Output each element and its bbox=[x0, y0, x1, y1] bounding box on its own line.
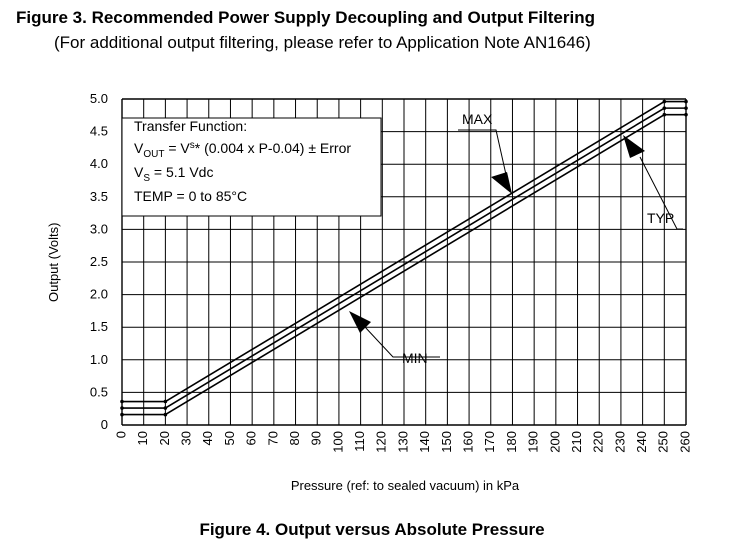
y-axis-label: Output (Volts) bbox=[46, 223, 61, 302]
supply-voltage-text: VS = 5.1 Vdc bbox=[134, 164, 213, 184]
series-point-typ bbox=[163, 406, 168, 410]
y-tick-label: 0 bbox=[101, 417, 108, 432]
y-tick-label: 4.0 bbox=[90, 156, 108, 171]
series-point-max bbox=[163, 399, 168, 404]
x-tick-label: 90 bbox=[309, 431, 324, 445]
y-tick-label: 2.0 bbox=[90, 287, 108, 302]
x-tick-label: 170 bbox=[482, 431, 497, 453]
x-axis-label: Pressure (ref: to sealed vacuum) in kPa bbox=[291, 478, 520, 493]
x-tick-label: 150 bbox=[439, 431, 454, 453]
transfer-function-heading: Transfer Function: bbox=[134, 118, 247, 134]
min-leader-line bbox=[364, 326, 440, 358]
typ-annotation-label: TYP bbox=[647, 210, 674, 226]
series-point-min bbox=[662, 112, 667, 117]
series-point-typ bbox=[662, 106, 667, 110]
figure-4-caption: Figure 4. Output versus Absolute Pressur… bbox=[199, 520, 545, 539]
figure-3-subtitle: (For additional output filtering, please… bbox=[54, 33, 591, 52]
x-tick-label: 240 bbox=[634, 431, 649, 453]
series-point-min bbox=[163, 412, 168, 417]
x-tick-label: 80 bbox=[287, 431, 302, 445]
series-line-max bbox=[122, 100, 686, 403]
y-tick-label: 1.0 bbox=[90, 352, 108, 367]
x-tick-label: 200 bbox=[547, 431, 562, 453]
x-tick-label: 250 bbox=[656, 431, 671, 453]
chart-series bbox=[120, 99, 688, 417]
x-tick-label: 50 bbox=[222, 431, 237, 445]
y-tick-label: 3.5 bbox=[90, 189, 108, 204]
max-arrowhead bbox=[491, 172, 512, 194]
series-point-max bbox=[662, 99, 667, 104]
x-tick-label: 110 bbox=[352, 431, 367, 452]
x-tick-label: 220 bbox=[591, 431, 606, 453]
x-tick-label: 260 bbox=[677, 431, 692, 453]
x-tick-label: 190 bbox=[526, 431, 541, 453]
max-leader-line bbox=[458, 129, 510, 189]
x-tick-labels: 0 10 20 30 40 50 60 70 80 90 100 110 120 130 140 150 160… bbox=[113, 431, 692, 453]
series-point-max bbox=[684, 99, 688, 104]
min-annotation-label: MIN bbox=[402, 350, 428, 366]
y-tick-label: 4.5 bbox=[90, 124, 108, 139]
series-line-min bbox=[122, 113, 686, 416]
x-tick-label: 180 bbox=[504, 431, 519, 453]
typ-leader-line bbox=[639, 156, 683, 230]
x-tick-label: 140 bbox=[417, 431, 432, 453]
y-tick-label: 3.0 bbox=[90, 221, 108, 236]
x-tick-label: 60 bbox=[244, 431, 259, 445]
y-tick-label: 2.5 bbox=[90, 254, 108, 269]
typ-arrowhead bbox=[623, 135, 645, 158]
transfer-function-equation: VOUT = Vs* (0.004 x P-0.04) ± Error bbox=[134, 140, 351, 160]
x-tick-label: 30 bbox=[179, 431, 194, 445]
y-tick-labels: 0 0.5 1.0 1.5 2.0 2.5 3.0 3.5 4.0 4.5 5.0 bbox=[90, 91, 108, 432]
series-point-max bbox=[120, 399, 124, 404]
temperature-range-text: TEMP = 0 to 85°C bbox=[134, 188, 247, 204]
x-tick-label: 120 bbox=[374, 431, 389, 453]
y-tick-label: 1.5 bbox=[90, 319, 108, 334]
series-point-min bbox=[684, 112, 688, 117]
figure-3-title: Figure 3. Recommended Power Supply Decou… bbox=[16, 8, 595, 27]
x-tick-label: 70 bbox=[265, 431, 280, 445]
x-tick-label: 230 bbox=[612, 431, 627, 453]
transfer-function-box bbox=[121, 117, 382, 217]
series-point-typ bbox=[120, 406, 124, 410]
series-point-min bbox=[120, 412, 124, 417]
x-tick-label: 10 bbox=[135, 431, 150, 445]
series-line-typ bbox=[122, 107, 686, 409]
x-tick-label: 210 bbox=[569, 431, 584, 453]
x-tick-label: 160 bbox=[461, 431, 476, 453]
x-tick-label: 130 bbox=[395, 431, 410, 453]
min-arrowhead bbox=[349, 311, 371, 333]
y-tick-label: 0.5 bbox=[90, 384, 108, 399]
x-tick-label: 40 bbox=[200, 431, 215, 445]
max-annotation-label: MAX bbox=[462, 111, 493, 127]
y-tick-label: 5.0 bbox=[90, 91, 108, 106]
series-point-typ bbox=[684, 106, 688, 110]
x-tick-label: 20 bbox=[157, 431, 172, 445]
x-tick-label: 0 bbox=[113, 431, 128, 438]
x-tick-label: 100 bbox=[330, 431, 345, 453]
